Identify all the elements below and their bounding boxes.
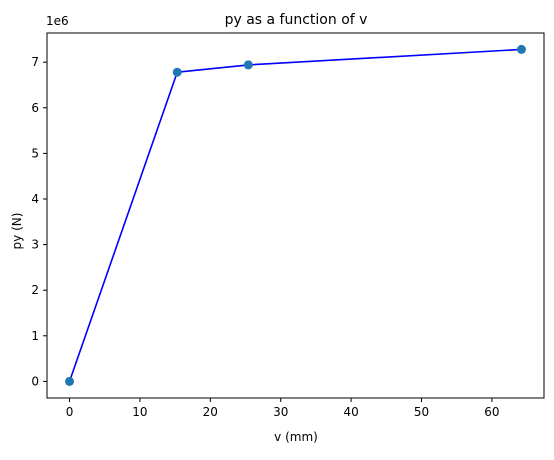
x-tick-label: 0	[66, 405, 74, 419]
data-point	[65, 376, 75, 386]
y-tick-label: 4	[31, 192, 39, 206]
y-scale-label: 1e6	[46, 14, 69, 28]
y-tick-label: 2	[31, 283, 39, 297]
chart-title: py as a function of v	[225, 12, 368, 28]
plot-frame	[46, 32, 545, 399]
x-tick-label: 30	[273, 405, 288, 419]
axes: 0 10 20 30 40 50 60 0 1 2 3 4 5 6 7	[31, 32, 545, 419]
x-axis-label: v (mm)	[274, 430, 318, 444]
y-tick-label: 1	[31, 329, 39, 343]
y-tick-label: 7	[31, 55, 39, 69]
data-point	[172, 67, 182, 77]
x-tick-label: 60	[484, 405, 499, 419]
y-tick-label: 5	[31, 146, 39, 160]
x-tick-label: 50	[414, 405, 429, 419]
x-tick-label: 20	[203, 405, 218, 419]
y-tick-label: 0	[31, 374, 39, 388]
data-point	[516, 44, 526, 54]
series-line	[68, 48, 522, 382]
y-axis-label: py (N)	[10, 213, 24, 250]
x-tick-label: 10	[132, 405, 147, 419]
x-tick-label: 40	[343, 405, 358, 419]
y-tick-label: 3	[31, 238, 39, 252]
data-point	[243, 60, 253, 70]
data-layer	[65, 44, 526, 386]
y-tick-label: 6	[31, 101, 39, 115]
